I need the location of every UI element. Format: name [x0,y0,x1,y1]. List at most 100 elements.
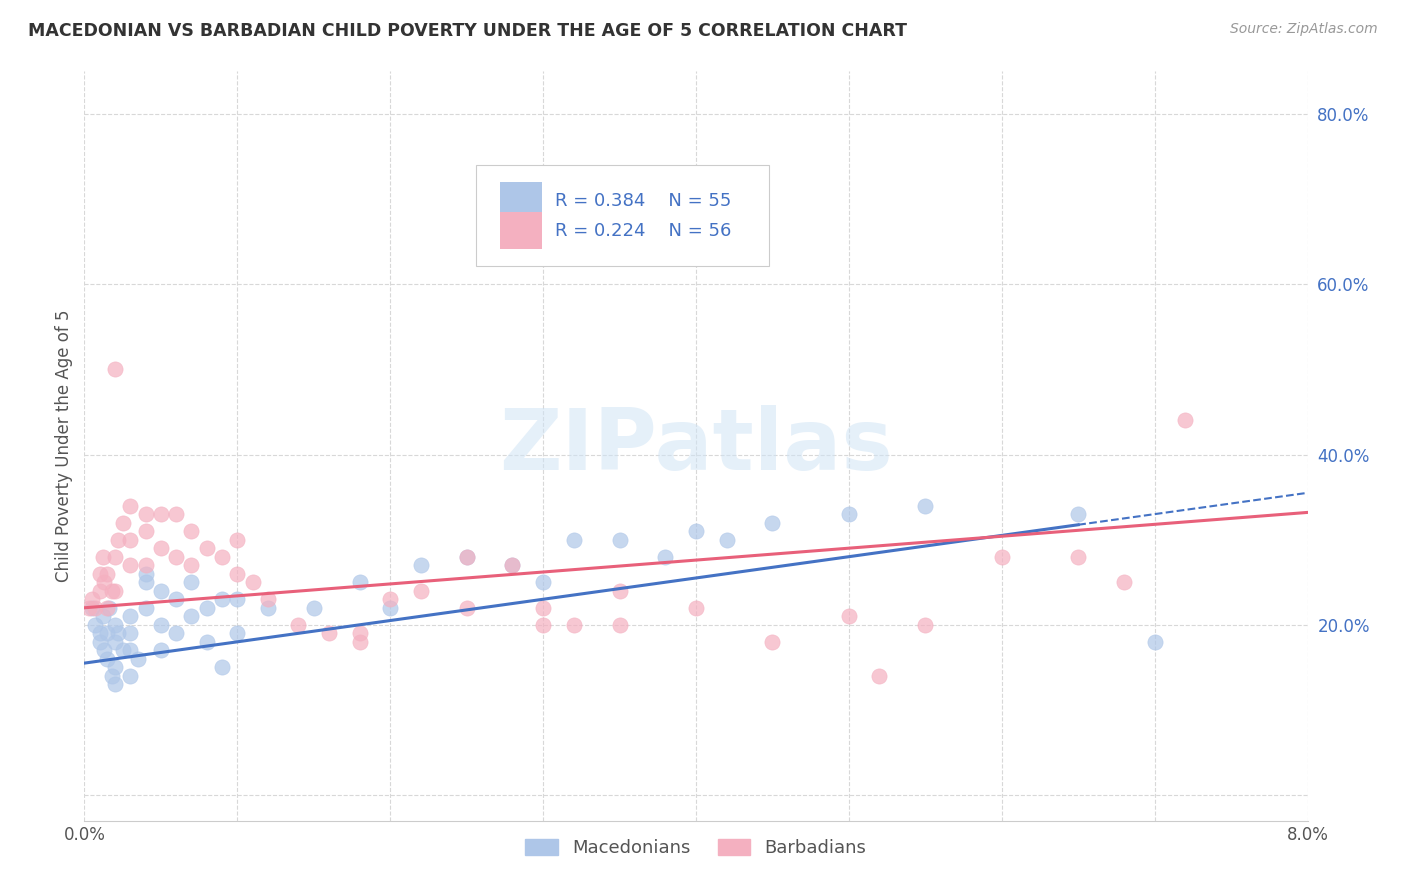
Point [149,583,172,598]
Point [104,549,127,564]
Point [120,533,142,547]
Point [104,677,127,691]
Point [77,600,100,615]
Point [609,617,631,632]
Point [120,669,142,683]
Point [609,583,631,598]
Y-axis label: Child Poverty Under the Age of 5: Child Poverty Under the Age of 5 [55,310,73,582]
Text: MACEDONIAN VS BARBADIAN CHILD POVERTY UNDER THE AGE OF 5 CORRELATION CHART: MACEDONIAN VS BARBADIAN CHILD POVERTY UN… [28,22,907,40]
Point [91,609,114,624]
Point [89,626,111,640]
Point [80,592,103,607]
Point [80,600,103,615]
Point [349,626,371,640]
Point [135,558,157,573]
Point [149,541,172,556]
Point [211,660,233,674]
Point [226,566,249,581]
FancyBboxPatch shape [475,165,769,266]
Point [838,507,860,521]
Point [180,609,202,624]
Point [149,507,172,521]
Point [257,592,280,607]
Point [531,617,554,632]
Point [91,549,114,564]
Text: R = 0.384    N = 55: R = 0.384 N = 55 [555,192,731,210]
Legend: Macedonians, Barbadians: Macedonians, Barbadians [519,831,873,864]
Point [120,558,142,573]
Point [101,669,124,683]
Point [1067,507,1090,521]
Point [93,643,115,657]
Point [97,600,120,615]
Point [761,635,783,649]
Point [89,566,111,581]
FancyBboxPatch shape [501,212,541,249]
Point [380,592,402,607]
Point [180,575,202,590]
Point [195,541,218,556]
Point [149,643,172,657]
Point [226,592,249,607]
Point [135,575,157,590]
Point [135,600,157,615]
Point [562,533,585,547]
Point [165,507,187,521]
Point [287,617,309,632]
Point [101,583,124,598]
Point [502,558,524,573]
Point [609,533,631,547]
Point [1067,549,1090,564]
Point [135,566,157,581]
Point [165,626,187,640]
Point [165,592,187,607]
Point [456,549,478,564]
Point [96,566,118,581]
Point [135,507,157,521]
Point [120,643,142,657]
Point [211,592,233,607]
Point [349,575,371,590]
Point [120,609,142,624]
Point [96,626,118,640]
Point [914,617,936,632]
Point [84,600,107,615]
Point [111,516,134,530]
Point [1174,413,1197,427]
Point [456,549,478,564]
Point [89,583,111,598]
Point [211,549,233,564]
Point [93,575,115,590]
Point [502,558,524,573]
Point [654,549,676,564]
Point [562,617,585,632]
Point [84,617,107,632]
Point [135,524,157,538]
Point [242,575,264,590]
Point [104,583,127,598]
Point [89,635,111,649]
Point [180,558,202,573]
Point [165,549,187,564]
Text: Source: ZipAtlas.com: Source: ZipAtlas.com [1230,22,1378,37]
Text: R = 0.224    N = 56: R = 0.224 N = 56 [555,222,731,240]
Point [226,533,249,547]
Point [120,626,142,640]
Point [1114,575,1136,590]
Point [456,600,478,615]
Point [195,635,218,649]
Point [120,499,142,513]
Point [104,617,127,632]
Point [685,600,707,615]
Point [991,549,1014,564]
Point [195,600,218,615]
Point [104,635,127,649]
Point [226,626,249,640]
Point [531,600,554,615]
Point [104,660,127,674]
Point [869,669,891,683]
Point [531,575,554,590]
Point [302,600,325,615]
Point [685,524,707,538]
Point [761,516,783,530]
